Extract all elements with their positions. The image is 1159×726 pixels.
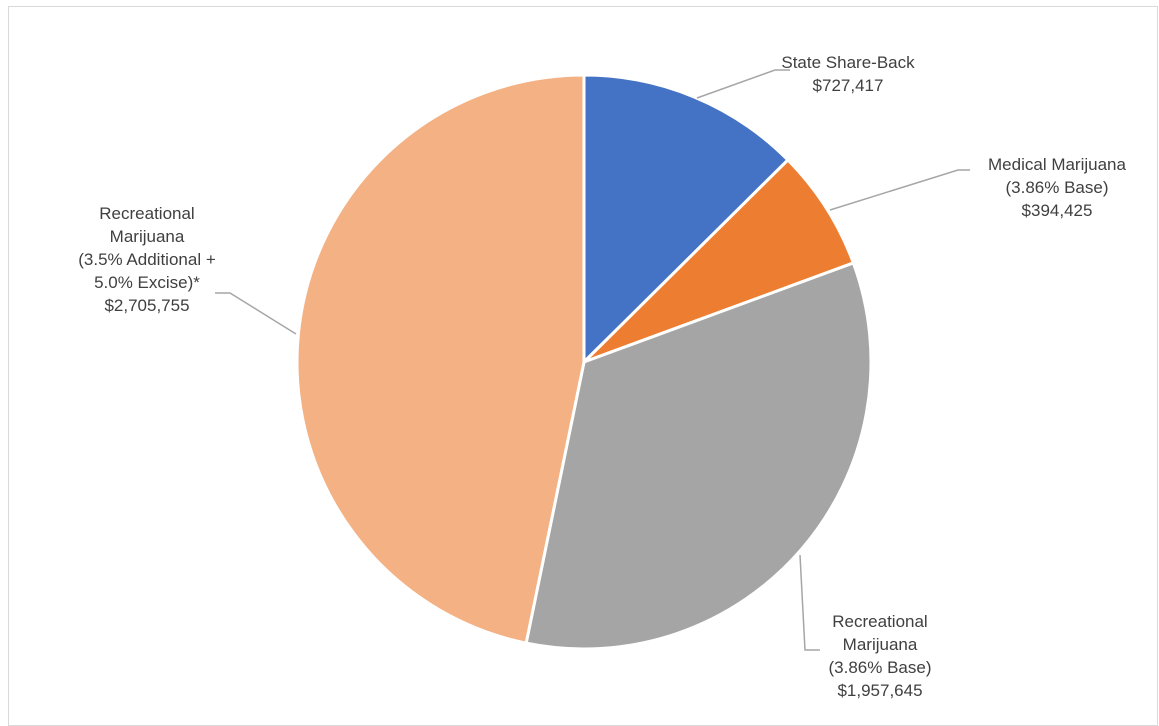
data-label-category: Medical Marijuana [988,155,1126,174]
data-label-value: $1,957,645 [837,681,922,700]
data-label-category: 5.0% Excise)* [94,273,200,292]
data-label-category: State Share-Back [781,53,915,72]
pie-slice [582,158,855,364]
data-label-category: Recreational [99,204,194,223]
pie-slice [524,261,873,651]
data-label-category: (3.86% Base) [1006,178,1109,197]
data-label-category: Marijuana [843,635,918,654]
data-label-category: (3.86% Base) [829,658,932,677]
data-label-category: Recreational [832,612,927,631]
data-label-value: $394,425 [1022,201,1093,220]
data-label-category: Marijuana [110,227,185,246]
pie-slice [295,73,586,645]
data-label-value: $727,417 [813,76,884,95]
leader-line [829,169,970,211]
leader-line [799,554,820,651]
data-label-value: $2,705,755 [104,296,189,315]
leader-line [696,69,790,99]
data-label-category: (3.5% Additional + [78,250,216,269]
leader-line [215,292,297,335]
pie-slice [582,73,790,364]
